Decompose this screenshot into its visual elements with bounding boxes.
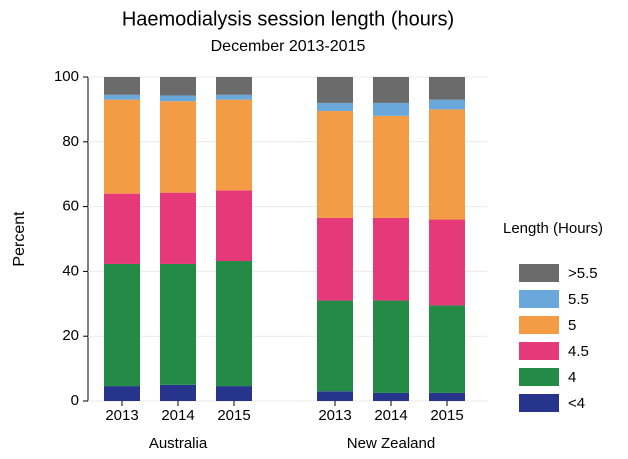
legend-swatch — [519, 316, 559, 334]
bar-segment — [317, 391, 353, 401]
x-tick-label: 2015 — [430, 407, 463, 424]
bar-segment — [160, 384, 196, 401]
bar-segment — [373, 300, 409, 393]
y-tick-label: 20 — [62, 327, 79, 344]
legend-label: >5.5 — [568, 265, 598, 282]
bar-segment — [216, 99, 252, 191]
x-tick-label: 2013 — [318, 407, 351, 424]
legend-swatch — [519, 342, 559, 360]
legend-swatch — [519, 394, 559, 412]
legend-label: 5.5 — [568, 291, 589, 308]
bar-segment — [160, 192, 196, 264]
bar-segment — [160, 95, 196, 102]
bar-segment — [429, 392, 465, 401]
chart-title: Haemodialysis session length (hours) — [122, 8, 454, 30]
bar-segment — [373, 217, 409, 301]
y-axis-label: Percent — [11, 211, 28, 267]
y-tick-label: 0 — [71, 392, 79, 409]
legend-label: 4.5 — [568, 343, 589, 360]
bar-segment — [373, 115, 409, 218]
legend-label: 5 — [568, 317, 576, 334]
bar-segment — [429, 219, 465, 306]
bar-segment — [317, 111, 353, 218]
x-tick-label: 2014 — [374, 407, 407, 424]
group-label: Australia — [149, 435, 208, 452]
y-tick-label: 40 — [62, 262, 79, 279]
x-tick-label: 2013 — [105, 407, 138, 424]
legend-swatch — [519, 264, 559, 282]
y-tick-label: 80 — [62, 133, 79, 150]
bar-segment — [429, 109, 465, 220]
bar-segment — [104, 99, 140, 194]
bar-segment — [317, 300, 353, 392]
chart-subtitle: December 2013-2015 — [211, 38, 366, 55]
legend-label: <4 — [568, 395, 585, 412]
x-tick-label: 2015 — [217, 407, 250, 424]
x-tick-label: 2014 — [161, 407, 194, 424]
bar-segment — [317, 217, 353, 301]
bar-segment — [160, 101, 196, 193]
legend-label: 4 — [568, 369, 576, 386]
bar-segment — [216, 386, 252, 401]
bar-segment — [104, 94, 140, 100]
legend-swatch — [519, 368, 559, 386]
bar-segment — [104, 386, 140, 401]
group-label: New Zealand — [347, 435, 435, 452]
bar-segment — [373, 102, 409, 116]
bar-segment — [317, 77, 353, 103]
bar-segment — [429, 305, 465, 393]
y-tick-label: 60 — [62, 198, 79, 215]
y-tick-label: 100 — [54, 68, 79, 85]
bar-segment — [216, 261, 252, 387]
legend-title: Length (Hours) — [503, 220, 603, 237]
bar-segment — [160, 77, 196, 96]
bar-segment — [216, 190, 252, 262]
bar-segment — [429, 77, 465, 100]
bar-segment — [216, 77, 252, 95]
legend-swatch — [519, 290, 559, 308]
bar-segment — [216, 94, 252, 100]
bar-segment — [104, 77, 140, 95]
bar-segment — [429, 99, 465, 110]
bar-segment — [160, 263, 196, 385]
bar-segment — [373, 392, 409, 401]
bar-segment — [317, 102, 353, 112]
bar-segment — [104, 193, 140, 264]
bar-segment — [104, 263, 140, 387]
bar-segment — [373, 77, 409, 103]
